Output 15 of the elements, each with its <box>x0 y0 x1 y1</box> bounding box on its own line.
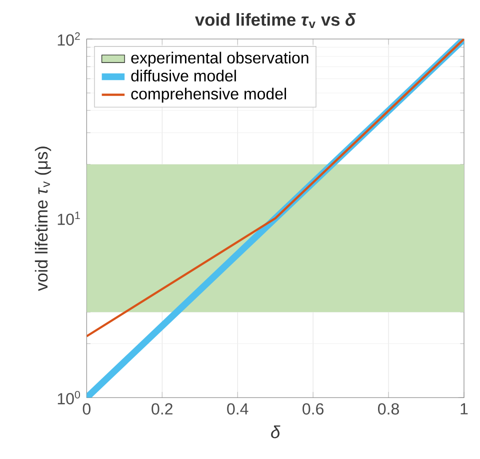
x-tick-label: 0 <box>82 403 90 415</box>
y-tick-label: 10$^{0}$ <box>58 390 80 404</box>
chart-title: void lifetime τ$_{v}$ vs δ <box>195 13 356 28</box>
x-tick-label: 1 <box>460 403 468 414</box>
x-tick-label: 0.4 <box>227 403 248 415</box>
x-axis-title: δ <box>271 426 280 438</box>
x-tick-label: 0.8 <box>378 403 399 415</box>
y-tick-label: 10$^{1}$ <box>58 212 80 225</box>
y-axis-title: void lifetime τ$_{v}$ (μs) <box>34 146 52 291</box>
x-tick-label: 0.2 <box>152 403 172 415</box>
y-tick-label: 10$^{2}$ <box>58 32 80 46</box>
legend-label: comprehensive model <box>131 88 286 103</box>
legend-label: experimental observation <box>131 52 308 67</box>
x-tick-label: 0.6 <box>302 403 324 415</box>
legend-label: diffusive model <box>131 70 236 82</box>
